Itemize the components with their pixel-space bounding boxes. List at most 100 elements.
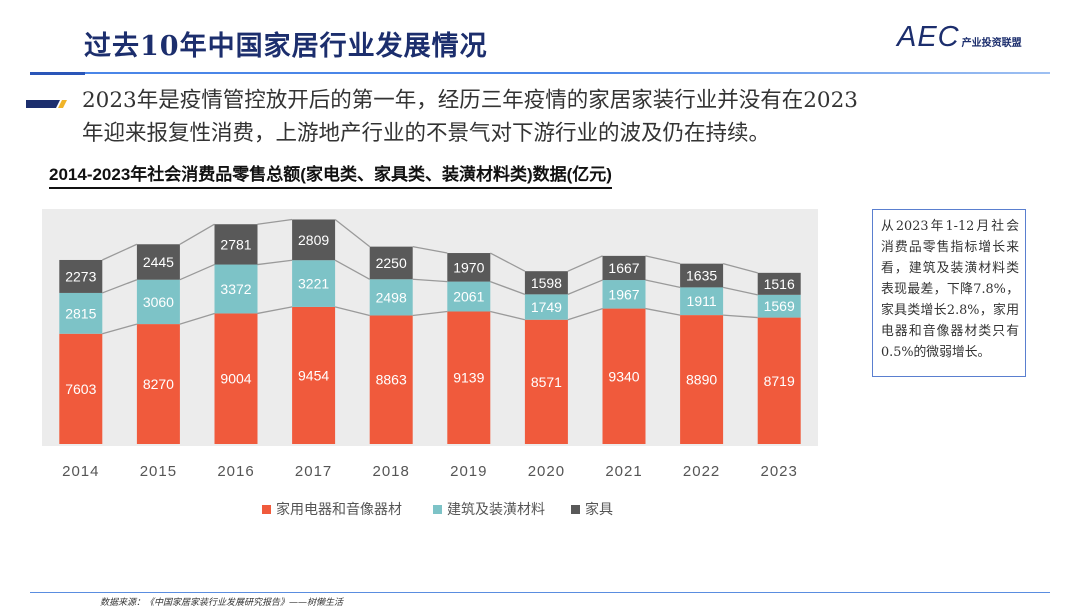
x-tick-label: 2022 — [683, 463, 720, 480]
chart-title: 2014-2023年社会消费品零售总额(家电类、家具类、装潢材料类)数据(亿元) — [49, 160, 612, 189]
header-divider-accent — [30, 72, 85, 75]
x-tick-label: 2023 — [761, 463, 798, 480]
legend-swatch — [571, 505, 580, 514]
bar-segment — [680, 315, 724, 444]
connector-line — [567, 307, 603, 321]
data-label: 2781 — [220, 236, 251, 252]
data-label: 1749 — [531, 299, 562, 315]
bar-segment — [59, 292, 103, 334]
data-label: 1569 — [764, 298, 795, 314]
data-label: 2250 — [376, 255, 407, 271]
x-tick-label: 2014 — [62, 463, 99, 480]
bar-segment — [136, 324, 180, 444]
section-marker-icon — [26, 100, 67, 108]
x-tick-label: 2020 — [528, 463, 565, 480]
header-divider — [30, 72, 1050, 74]
data-label: 2273 — [65, 268, 96, 284]
data-label: 1635 — [686, 268, 717, 284]
connector-line — [645, 255, 681, 265]
x-tick-label: 2018 — [373, 463, 410, 480]
intro-line-1: 2023年是疫情管控放开后的第一年，经历三年疫情的家居家装行业并没有在2023 — [82, 88, 858, 113]
logo-mark: AEC — [897, 21, 960, 53]
connector-line — [722, 263, 758, 274]
data-label: 2498 — [376, 289, 407, 305]
bar-segment — [524, 294, 568, 320]
bar-segment — [369, 279, 413, 316]
bar-segment — [602, 308, 646, 444]
bar-segment — [757, 317, 801, 444]
bar-segment — [680, 263, 724, 288]
connector-line — [412, 278, 448, 283]
data-label: 3221 — [298, 276, 329, 292]
bar-segment — [59, 333, 103, 444]
connector-line — [645, 307, 681, 316]
data-label: 3060 — [143, 294, 174, 310]
x-tick-label: 2015 — [140, 463, 177, 480]
bar-segment — [369, 246, 413, 280]
bar-segment — [524, 319, 568, 444]
bar-segment — [680, 287, 724, 316]
data-label: 2445 — [143, 254, 174, 270]
connector-line — [489, 252, 526, 272]
connector-line — [334, 218, 371, 248]
connector-line — [179, 312, 215, 325]
connector-line — [257, 259, 293, 266]
connector-line — [179, 223, 215, 245]
connector-line — [567, 279, 603, 295]
connector-line — [334, 259, 371, 280]
data-label: 1516 — [764, 276, 795, 292]
bar-segment — [447, 311, 491, 444]
data-label: 9004 — [220, 371, 251, 387]
legend-label: 家具 — [585, 501, 613, 518]
connector-line — [645, 279, 681, 289]
bar-segment — [136, 244, 180, 280]
connector-line — [179, 263, 215, 281]
legend-label: 建筑及装潢材料 — [447, 502, 545, 518]
data-label: 1667 — [608, 260, 639, 276]
connector-line — [412, 246, 448, 254]
connector-line — [102, 243, 138, 261]
connector-line — [567, 255, 603, 272]
logo: AEC 产业投资联盟 — [897, 22, 1022, 52]
connector-line — [257, 306, 293, 315]
bar-segment — [447, 253, 491, 282]
data-label: 8890 — [686, 372, 717, 388]
data-label: 8863 — [376, 372, 407, 388]
connector-line — [412, 310, 448, 317]
connector-line — [722, 286, 758, 296]
bar-segment — [214, 313, 258, 444]
connector-line — [102, 323, 138, 335]
bar-segment — [214, 264, 258, 314]
footer-divider — [30, 592, 1050, 593]
data-label: 2061 — [453, 289, 484, 305]
x-tick-label: 2017 — [295, 463, 332, 480]
bar-segment — [214, 224, 258, 265]
bar-segment — [292, 306, 336, 444]
connector-line — [257, 218, 293, 225]
data-label: 8719 — [764, 373, 795, 389]
x-tick-label: 2019 — [450, 463, 487, 480]
page-title: 过去10年中国家居行业发展情况 — [84, 31, 488, 62]
legend-swatch — [433, 505, 442, 514]
connector-line — [490, 310, 526, 321]
data-label: 2815 — [65, 305, 96, 321]
bar-segment — [59, 259, 103, 293]
bar-segment — [602, 255, 646, 281]
connector-line — [723, 314, 758, 319]
data-label: 9454 — [298, 367, 329, 383]
data-label: 8270 — [143, 376, 174, 392]
intro-line-2: 年迎来报复性消费，上游地产行业的不景气对下游行业的波及仍在持续。 — [82, 121, 771, 146]
bar-segment — [757, 272, 801, 295]
intro-paragraph: 2023年是疫情管控放开后的第一年，经历三年疫情的家居家装行业并没有在2023 … — [82, 84, 1042, 150]
data-label: 7603 — [65, 381, 96, 397]
data-label: 1598 — [531, 275, 562, 291]
note-box: 从2023年1-12月社会消费品零售指标增长来看，建筑及装潢材料类表现最差，下降… — [872, 209, 1026, 377]
connector-line — [490, 280, 526, 295]
bar-segment — [136, 279, 180, 325]
connector-line — [334, 306, 370, 317]
logo-text: 产业投资联盟 — [961, 38, 1022, 49]
legend-label: 家用电器和音像器材 — [276, 501, 402, 518]
data-label: 1967 — [608, 286, 639, 302]
data-label: 2809 — [298, 232, 329, 248]
